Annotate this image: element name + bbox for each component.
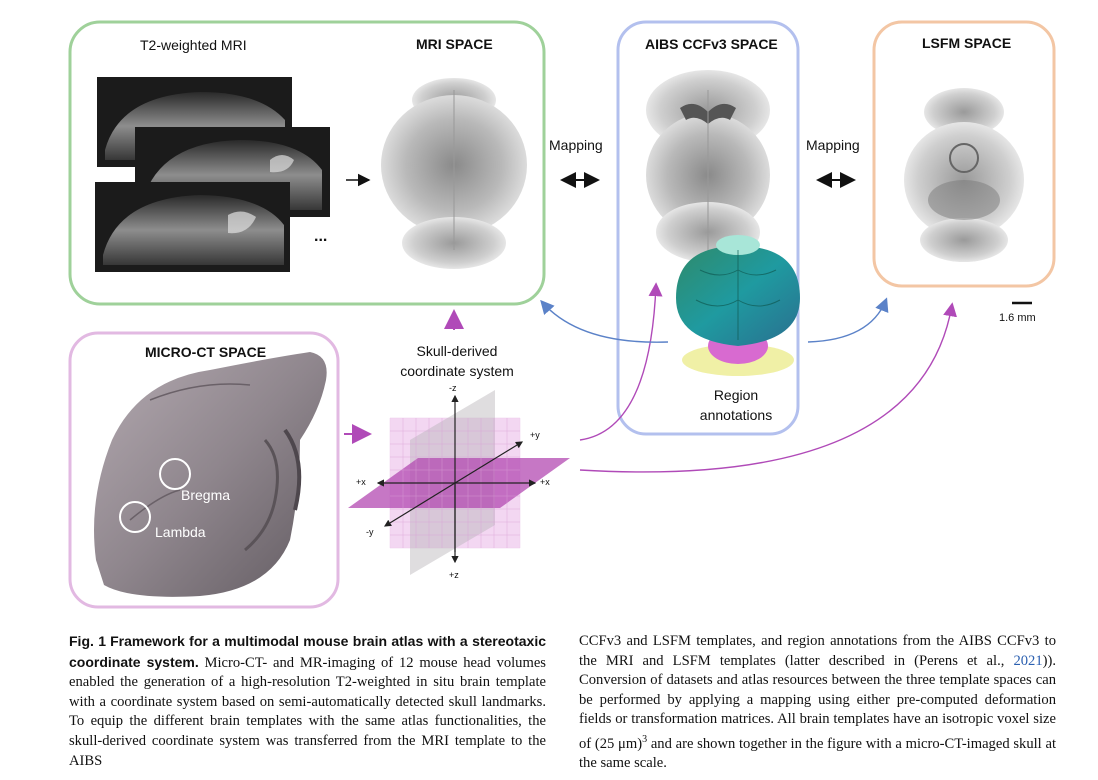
coordinate-system-label-2: coordinate system	[400, 363, 514, 379]
caption-right-text-2: )). Conversion of datasets and atlas res…	[579, 652, 1056, 752]
axis-neg-z-label: -z	[449, 383, 457, 393]
scale-bar-label: 1.6 mm	[999, 312, 1036, 324]
microct-skull	[94, 352, 327, 597]
mapping-left-label: Mapping	[549, 137, 603, 153]
caption-right-column: CCFv3 and LSFM templates, and region ann…	[579, 632, 1056, 774]
caption-superscript: 3	[642, 733, 648, 745]
region-annotations-brain	[676, 235, 800, 376]
microct-space-panel	[68, 331, 340, 609]
bregma-landmark-circle	[159, 458, 191, 490]
coords-to-lsfm-arrow	[579, 302, 957, 473]
coords-to-aibs-arrow	[579, 282, 663, 441]
mri-ellipsis: ...	[314, 228, 328, 245]
lsfm-space-panel	[872, 20, 1056, 288]
caption-reference-link[interactable]: 2021	[1013, 652, 1043, 669]
annotations-to-lsfm-arrow	[807, 297, 889, 343]
axis-pos-x-left-label: +x	[356, 477, 366, 487]
aibs-space-title: AIBS CCFv3 SPACE	[645, 36, 778, 52]
mri-subtitle: T2-weighted MRI	[140, 37, 247, 53]
mapping-right-label: Mapping	[806, 137, 860, 153]
caption-right-text-1: CCFv3 and LSFM templates, and region ann…	[579, 633, 1056, 669]
caption-title: Framework for a multimodal mouse brain a…	[69, 633, 546, 670]
coordinate-system-graphic	[348, 390, 570, 575]
bregma-label: Bregma	[181, 487, 231, 503]
lambda-landmark-circle	[119, 501, 151, 533]
mri-space-title: MRI SPACE	[416, 36, 493, 52]
lambda-label: Lambda	[155, 524, 206, 540]
axis-pos-x-right-label: +x	[540, 477, 550, 487]
lsfm-space-title: LSFM SPACE	[922, 35, 1012, 51]
axis-pos-z-label: +z	[449, 570, 459, 580]
coordinate-system-label-1: Skull-derived	[416, 343, 498, 359]
caption-fig-label: Fig. 1	[69, 633, 107, 649]
caption-right-text-3: and are shown together in the figure wit…	[579, 735, 1056, 772]
mri-slice-stack	[95, 77, 330, 272]
caption-left-column: Fig. 1 Framework for a multimodal mouse …	[69, 632, 546, 771]
aibs-template-brain	[646, 70, 770, 262]
mri-space-panel	[68, 20, 546, 306]
axis-neg-y-label: -y	[366, 527, 374, 537]
annotations-to-mri-arrow	[540, 299, 669, 343]
aibs-space-panel	[616, 20, 800, 436]
region-annotations-label-1: Region	[713, 387, 759, 403]
mri-template-brain	[381, 78, 527, 269]
region-annotations-label-2: annotations	[699, 407, 773, 423]
lsfm-template-brain	[904, 88, 1024, 262]
caption-left-text: Micro-CT- and MR-imaging of 12 mouse hea…	[69, 654, 546, 769]
axis-pos-y-label: +y	[530, 430, 540, 440]
microct-space-title: MICRO-CT SPACE	[145, 344, 267, 360]
figure-graphics	[68, 20, 1056, 609]
